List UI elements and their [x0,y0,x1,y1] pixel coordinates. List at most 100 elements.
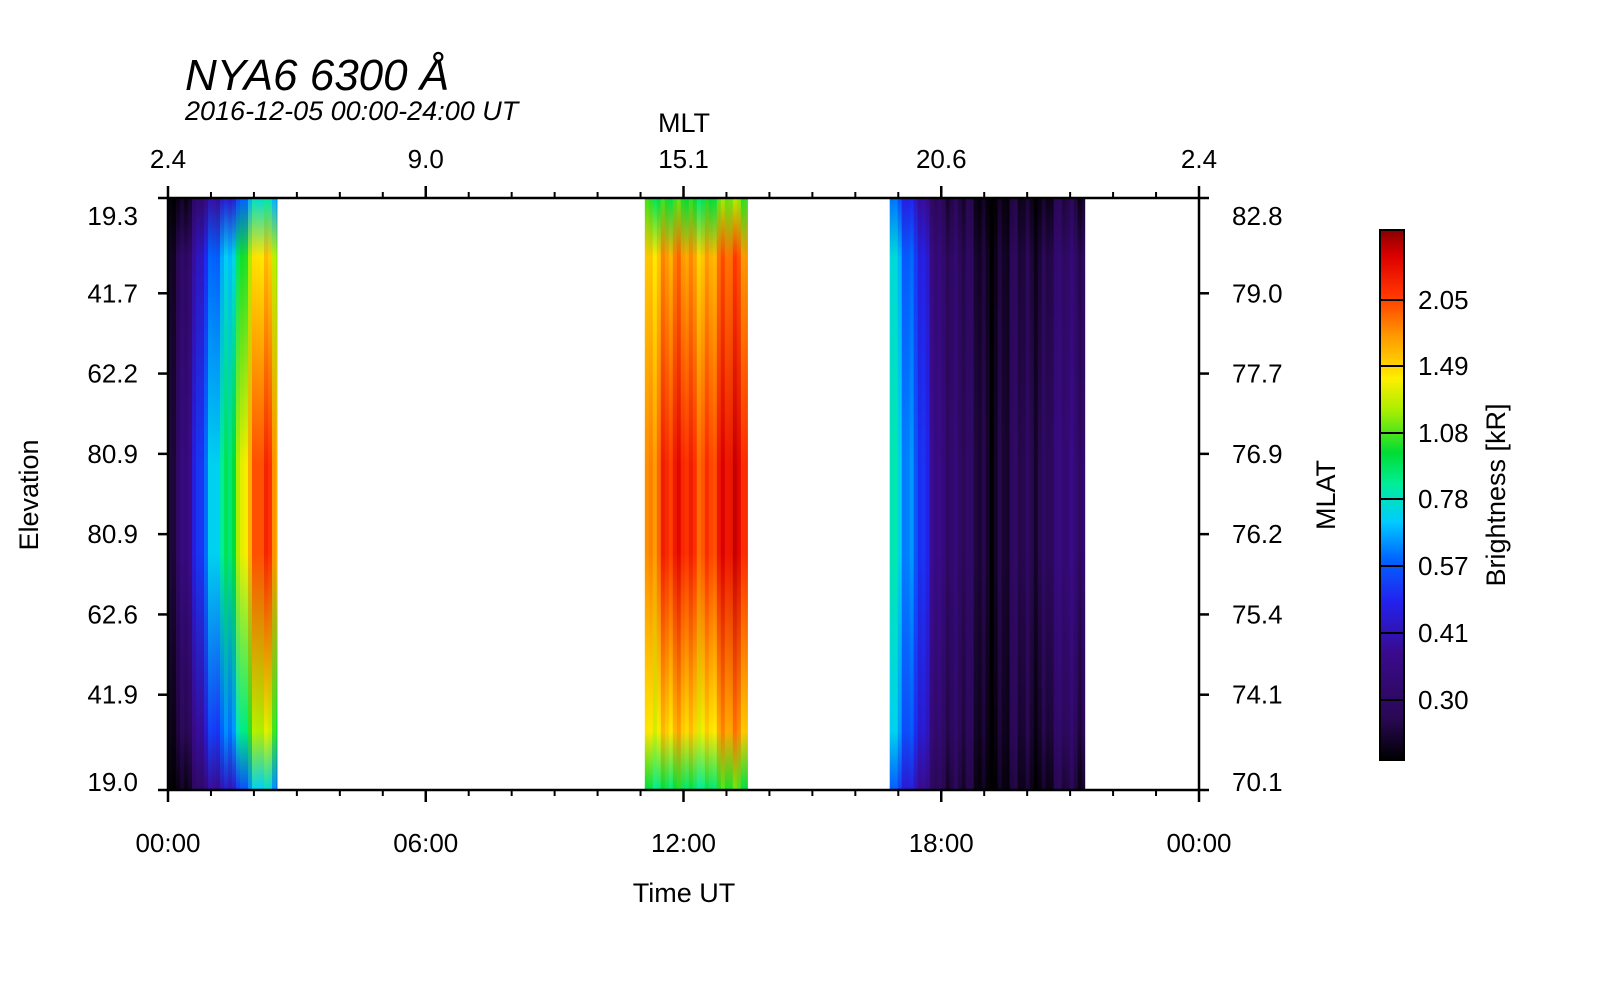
keogram-column [712,198,718,790]
chart-subtitle: 2016-12-05 00:00-24:00 UT [184,96,521,126]
keogram-column [220,198,225,790]
keogram-column [965,198,971,790]
y-left-tick-label: 41.7 [87,278,138,308]
keogram-column [704,198,710,790]
keogram-column [1061,198,1067,790]
top-tick-label: 2.4 [1181,144,1217,174]
right-axis-ticks: 82.8 79.0 77.7 76.9 76.2 75.4 74.1 70.1 [1199,196,1283,797]
keogram-column [989,198,995,790]
keogram-column [953,198,959,790]
keogram-column [949,198,955,790]
keogram-column [1065,198,1071,790]
keogram-column [728,198,734,790]
keogram-column [973,198,979,790]
keogram-column [180,198,185,790]
keogram-column [981,198,987,790]
bottom-axis-ticks: 00:00 06:00 12:00 18:00 00:00 [135,790,1232,858]
keogram-column [1069,198,1075,790]
keogram-column [184,198,189,790]
y-right-tick-label: 76.9 [1232,439,1283,469]
keogram-column [668,198,674,790]
keogram-column [913,198,919,790]
top-tick-label: 9.0 [408,144,444,174]
colorbar-tick-label: 0.41 [1418,618,1469,648]
keogram-column [256,198,261,790]
x-tick-label: 00:00 [135,828,200,858]
x-tick-label: 12:00 [651,828,716,858]
keogram-column [716,198,722,790]
keogram-column [1013,198,1019,790]
keogram-column [957,198,963,790]
top-axis-ticks: 2.4 9.0 15.1 20.6 2.4 [150,144,1217,198]
keogram-column [889,198,895,790]
keogram-column [1057,198,1063,790]
keogram-column [660,198,666,790]
top-tick-label: 20.6 [916,144,967,174]
y-left-tick-label: 19.3 [87,201,138,231]
keogram-column [905,198,911,790]
y-right-tick-label: 79.0 [1232,278,1283,308]
keogram-image [168,198,1086,790]
keogram-column [260,198,265,790]
keogram-column [993,198,999,790]
keogram-column [1041,198,1047,790]
colorbar-tick-label: 2.05 [1418,285,1469,315]
colorbar-label: Brightness [kR] [1481,403,1511,586]
keogram-column [708,198,714,790]
top-tick-label: 2.4 [150,144,186,174]
keogram-column [216,198,221,790]
keogram-column [933,198,939,790]
keogram-column [664,198,670,790]
keogram-column [648,198,654,790]
keogram-column [997,198,1003,790]
top-axis-label: MLT [658,108,710,138]
keogram-column [700,198,706,790]
keogram-column [941,198,947,790]
top-tick-label: 15.1 [658,144,709,174]
y-right-tick-label: 74.1 [1232,680,1283,710]
keogram-column [1077,198,1083,790]
y-right-tick-label: 70.1 [1232,767,1283,797]
keogram-column [1037,198,1043,790]
keogram-column [929,198,935,790]
keogram-column [961,198,967,790]
keogram-column [212,198,217,790]
keogram-column [196,198,201,790]
keogram-column [740,198,746,790]
keogram-column [1081,198,1086,790]
colorbar-tick-label: 0.78 [1418,484,1469,514]
keogram-column [893,198,899,790]
keogram-column [172,198,177,790]
keogram-column [732,198,738,790]
keogram-column [1029,198,1035,790]
keogram-column [917,198,923,790]
colorbar-tick-label: 0.57 [1418,551,1469,581]
keogram-column [204,198,209,790]
keogram-column [1045,198,1051,790]
y-axis-left-label: Elevation [14,439,44,550]
keogram-column [925,198,931,790]
x-tick-label: 18:00 [909,828,974,858]
keogram-column [1005,198,1011,790]
keogram-column [1049,198,1055,790]
keogram-column [672,198,678,790]
y-left-tick-label: 80.9 [87,519,138,549]
keogram-column [1009,198,1015,790]
colorbar-tick-label: 1.08 [1418,418,1469,448]
keogram-column [176,198,181,790]
y-right-tick-label: 77.7 [1232,359,1283,389]
keogram-column [688,198,694,790]
y-right-tick-label: 75.4 [1232,599,1283,629]
keogram-column [248,198,253,790]
keogram-column [244,198,249,790]
keogram-column [264,198,269,790]
left-axis-ticks: 19.3 41.7 62.2 80.9 80.9 62.6 41.9 19.0 [87,196,168,797]
keogram-column [228,198,233,790]
keogram-column [188,198,193,790]
keogram-column [736,198,742,790]
keogram-column [901,198,907,790]
y-left-tick-label: 62.2 [87,359,138,389]
keogram-column [1021,198,1027,790]
keogram-column [1033,198,1039,790]
